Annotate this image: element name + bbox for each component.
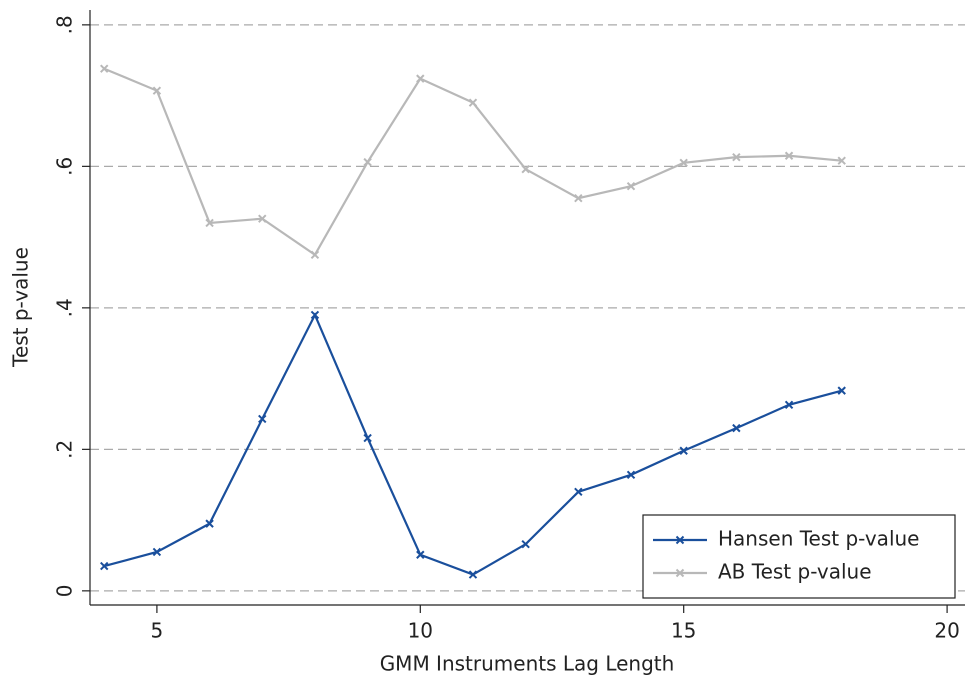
marker [679, 446, 688, 455]
marker [258, 214, 267, 223]
marker [258, 414, 267, 424]
marker [837, 386, 846, 395]
y-tick-label: .4 [53, 298, 77, 317]
marker [416, 74, 425, 83]
legend-box [642, 514, 956, 599]
marker [574, 193, 583, 203]
marker [837, 156, 846, 165]
marker [205, 218, 214, 228]
marker [152, 86, 162, 95]
marker [100, 64, 109, 73]
x-tick-label: 5 [151, 619, 164, 643]
marker [626, 470, 636, 480]
marker [468, 98, 478, 107]
x-tick-label: 20 [934, 619, 959, 643]
x-tick-label: 15 [671, 619, 696, 643]
y-tick-label: .2 [53, 440, 77, 459]
y-tick-label: .6 [53, 157, 77, 176]
series-line [103, 67, 842, 257]
marker [784, 400, 794, 409]
legend-marker [675, 535, 685, 545]
marker [521, 164, 530, 174]
marker [205, 519, 214, 528]
x-axis-title: GMM Instruments Lag Length [380, 652, 675, 676]
legend-label: AB Test p-value [718, 560, 872, 584]
marker [310, 250, 320, 259]
marker [152, 547, 162, 557]
marker [100, 561, 109, 571]
marker [732, 152, 741, 162]
legend-marker [675, 568, 685, 578]
marker [679, 158, 688, 168]
marker [363, 157, 372, 167]
y-tick-label: 0 [53, 584, 77, 597]
marker [468, 570, 478, 579]
marker [626, 181, 636, 191]
y-tick-label: .8 [53, 15, 77, 34]
marker [363, 433, 372, 443]
marker [416, 550, 425, 559]
marker [574, 487, 583, 497]
marker [784, 151, 794, 160]
marker [310, 310, 320, 320]
marker [732, 423, 741, 433]
x-tick-label: 10 [408, 619, 433, 643]
y-axis-title: Test p-value [9, 247, 33, 368]
legend-label: Hansen Test p-value [718, 527, 919, 551]
marker [521, 539, 530, 549]
